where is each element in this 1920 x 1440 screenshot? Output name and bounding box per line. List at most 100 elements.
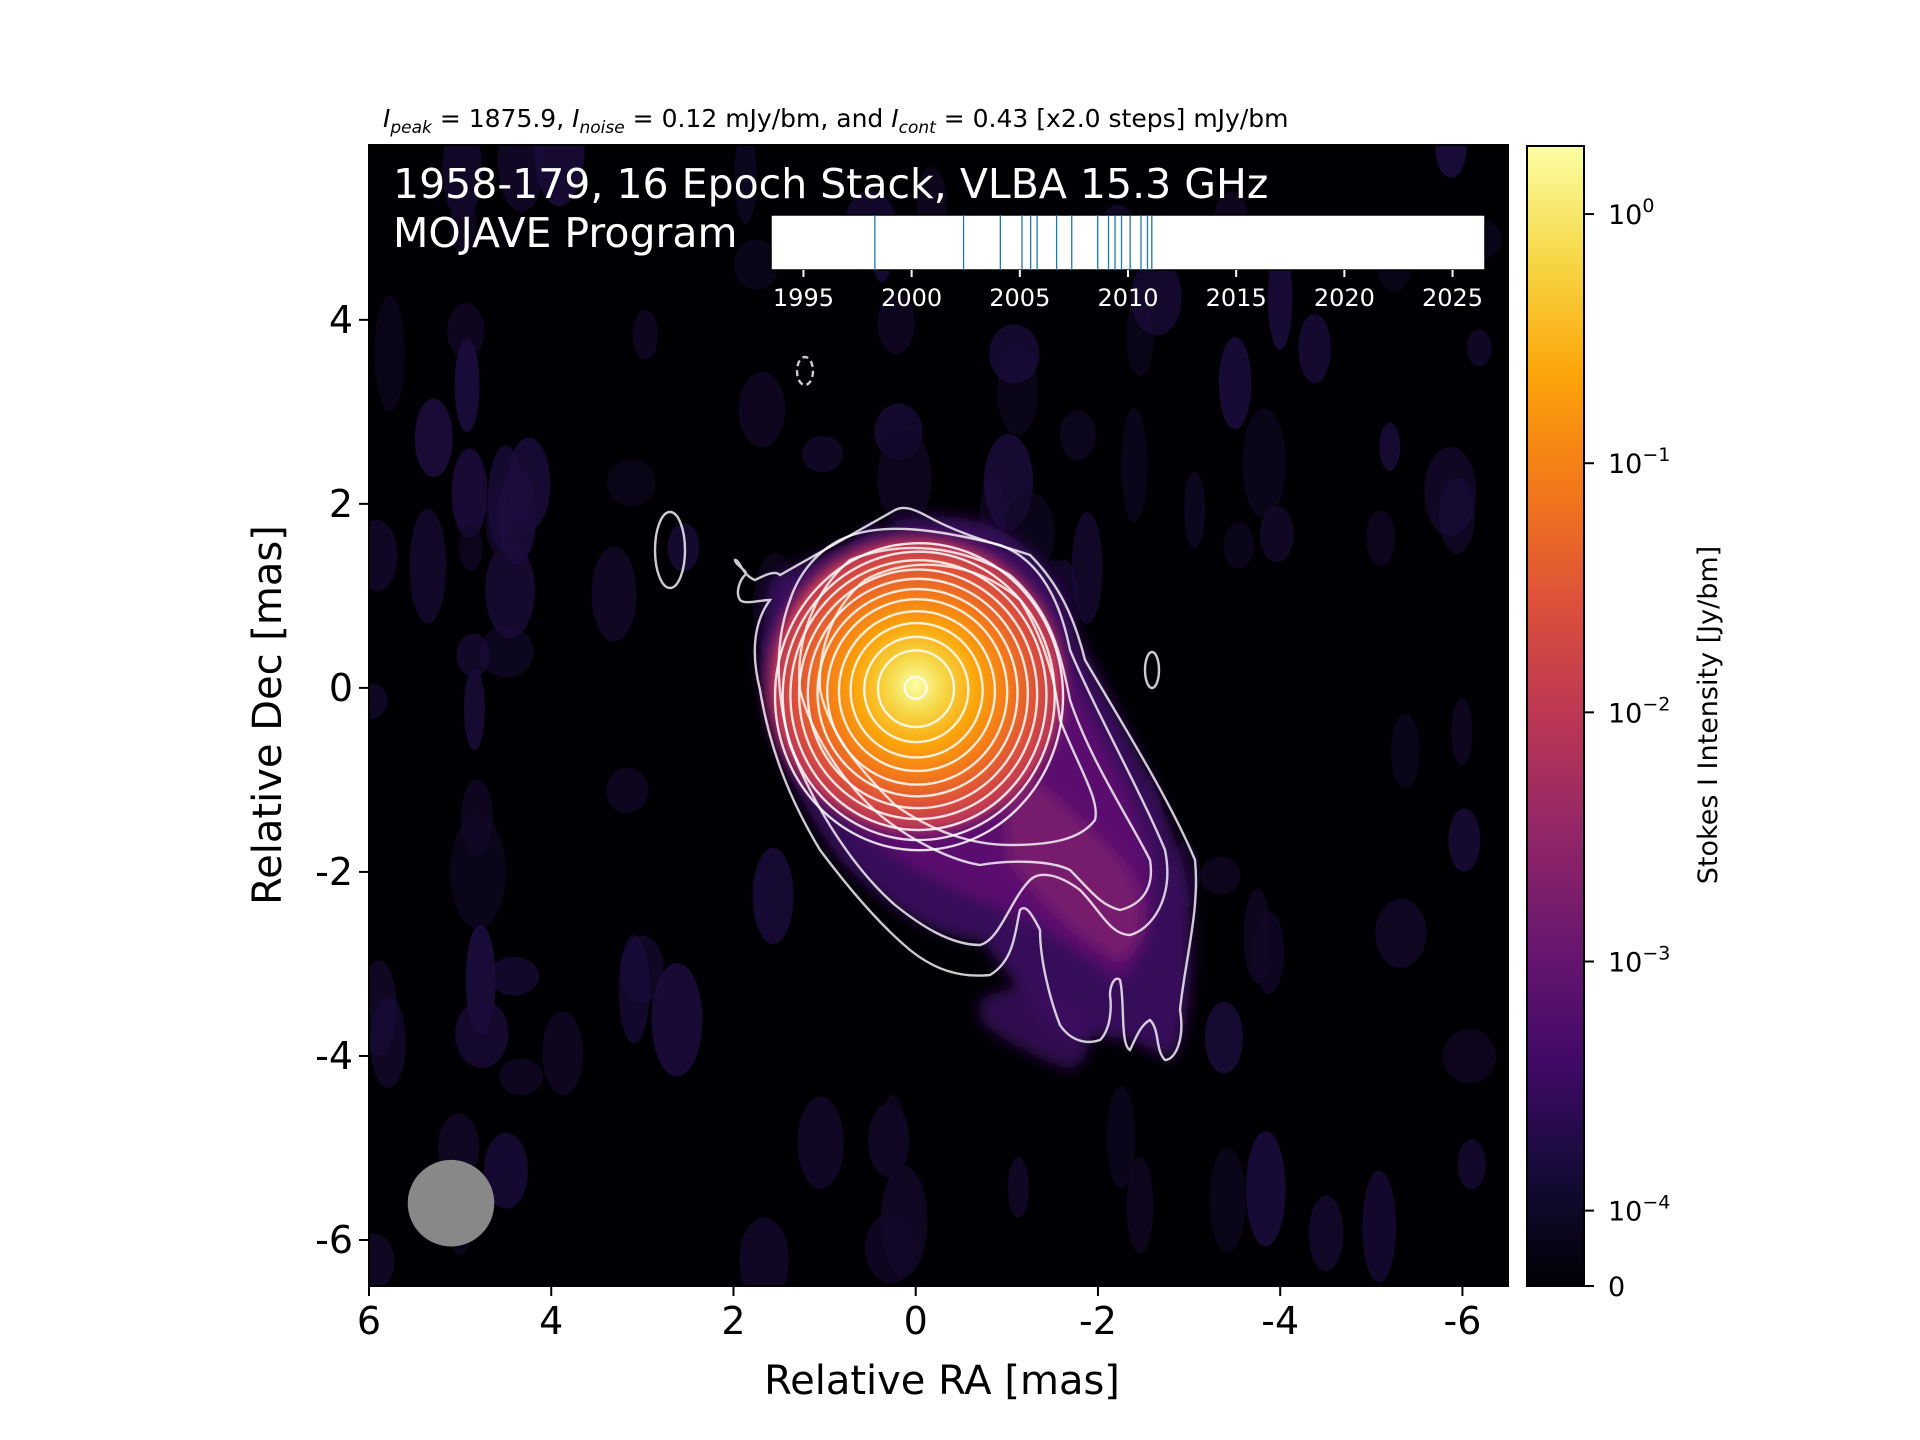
x-tick-label: -6	[1443, 1299, 1481, 1343]
colorbar-tick-label: 10−2	[1608, 693, 1670, 729]
noise-blob	[451, 448, 488, 539]
noise-blob	[1209, 1147, 1246, 1253]
core-contour	[826, 597, 1009, 786]
timeline-ticks: 1995 2000 2005 2010 2015 2020 2025	[773, 270, 1483, 312]
noise-blob	[620, 935, 664, 1004]
noise-blob	[369, 1233, 395, 1286]
contour-3	[798, 546, 1153, 912]
x-tick-label: -2	[1079, 1299, 1117, 1343]
timeline-tick-label: 2015	[1206, 284, 1267, 312]
noise-blob	[1200, 856, 1241, 895]
noise-blob	[488, 957, 540, 996]
epoch-lines	[874, 215, 1153, 270]
x-tick-label: 2	[721, 1299, 745, 1343]
core-contour	[773, 541, 1065, 852]
noise-blob	[479, 626, 534, 678]
core-contour	[781, 550, 1056, 842]
noise-blob	[738, 371, 786, 448]
noise-blob	[1184, 472, 1206, 548]
noise-blob	[1308, 1195, 1344, 1272]
noise-blob	[459, 523, 483, 572]
core-contours	[773, 541, 1065, 852]
colorbar-tick-label: 10−3	[1608, 942, 1670, 978]
title-cont-unit: mJy/bm	[1193, 104, 1288, 133]
title-noise-sub: noise	[580, 118, 625, 138]
noise-blob	[1106, 1085, 1136, 1189]
noise-blob	[1442, 1029, 1497, 1084]
noise-blob	[370, 995, 406, 1089]
noise-blob	[463, 668, 486, 751]
core-contour	[806, 577, 1030, 810]
y-tick-label: 2	[329, 482, 353, 526]
x-tick-label: -4	[1261, 1299, 1299, 1343]
plot-frame	[368, 144, 1509, 1287]
colorbar-tick-label: 100	[1608, 195, 1654, 231]
title-peak-sub: peak	[389, 118, 433, 138]
noise-blob	[1242, 408, 1287, 519]
y-axis-ticks: 4 2 0 -2 -4 -6	[315, 298, 369, 1262]
x-axis-ticks: 6 4 2 0 -2 -4 -6	[357, 1286, 1481, 1343]
noise-blob	[651, 963, 703, 1077]
noise-blob	[1218, 337, 1252, 430]
timeline-tick-label: 2010	[1097, 284, 1158, 312]
colorbar-tick-label: 0	[1608, 1272, 1625, 1303]
core-contour	[816, 587, 1019, 798]
program-annotation: MOJAVE Program	[393, 209, 737, 257]
noise-blob	[1451, 698, 1473, 766]
noise-blob	[989, 324, 1040, 384]
x-tick-label: 4	[539, 1299, 563, 1343]
noise-blob	[880, 1165, 928, 1277]
noise-blob	[450, 192, 477, 254]
noise-blob	[414, 398, 453, 478]
noise-blob	[1121, 407, 1148, 523]
noise-blob	[456, 633, 491, 678]
y-tick-label: -4	[315, 1034, 353, 1078]
x-tick-label: 6	[357, 1299, 381, 1343]
y-tick-label: 0	[329, 666, 353, 710]
negative-contour	[795, 355, 815, 387]
noise-blob	[1223, 522, 1255, 569]
noise-blob	[591, 546, 637, 642]
contour-outer	[733, 506, 1198, 1062]
timeline-tick-label: 1995	[773, 284, 834, 312]
beam-ellipse	[407, 1159, 495, 1247]
noise-blob	[1245, 1131, 1286, 1247]
noise-blob	[667, 523, 700, 572]
y-tick-label: -6	[315, 1218, 353, 1262]
noise-blob	[497, 145, 545, 213]
core-contour	[863, 635, 970, 744]
noise-blob	[454, 338, 480, 433]
noise-blob	[1375, 898, 1427, 968]
noise-blob	[369, 519, 398, 592]
noise-blob	[877, 430, 932, 527]
noise-blob	[877, 293, 915, 355]
noise-blob	[1071, 511, 1103, 624]
noise-blob	[797, 1096, 844, 1189]
colorbar-tick-label: 10−1	[1608, 444, 1670, 480]
title-cont-value: 0.43	[973, 104, 1029, 133]
timeline-tick-label: 2000	[881, 284, 942, 312]
noise-blob	[507, 437, 551, 531]
noise-blob	[1379, 422, 1401, 471]
core-contour	[903, 675, 928, 701]
core-contour	[789, 558, 1048, 832]
noise-blob	[499, 1058, 544, 1095]
timeline-tick-label: 2025	[1422, 284, 1483, 312]
y-tick-label: -2	[315, 850, 353, 894]
noise-blob	[369, 682, 388, 720]
colorbar: 100 10−1 10−2 10−3 10−4 0 Stokes I Intensity …	[1526, 145, 1724, 1303]
noise-blob	[1366, 510, 1396, 566]
colorbar-label: Stokes I Intensity [Jy/bm]	[1693, 546, 1724, 884]
noise-blob	[1362, 1170, 1397, 1283]
noise-blob	[1204, 1001, 1244, 1074]
noise-blob	[734, 145, 757, 225]
timeline-box	[770, 214, 1486, 271]
noise-blob	[1448, 808, 1481, 872]
noise-blob	[534, 145, 585, 207]
title-cont-sub: cont	[899, 118, 938, 138]
title-noise-value: 0.12	[662, 104, 718, 133]
colorbar-bar	[1526, 145, 1585, 1287]
noise-blob	[1243, 888, 1272, 983]
noise-blob	[1008, 1157, 1029, 1218]
noise-blob	[484, 1132, 528, 1209]
